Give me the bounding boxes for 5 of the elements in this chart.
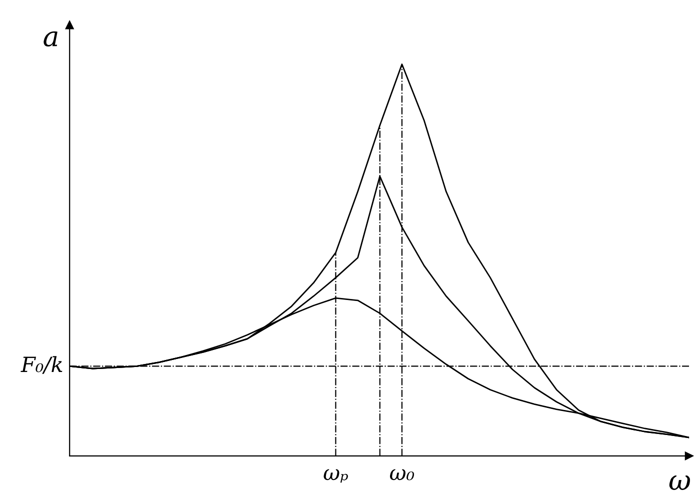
ref-line-label: F₀/k <box>20 356 62 374</box>
x-tick-label: ω₀ <box>390 469 414 480</box>
y-axis-title: a <box>44 31 58 47</box>
x-axis-title: ω <box>669 476 690 490</box>
x-tick-label: ωₚ <box>324 469 348 483</box>
